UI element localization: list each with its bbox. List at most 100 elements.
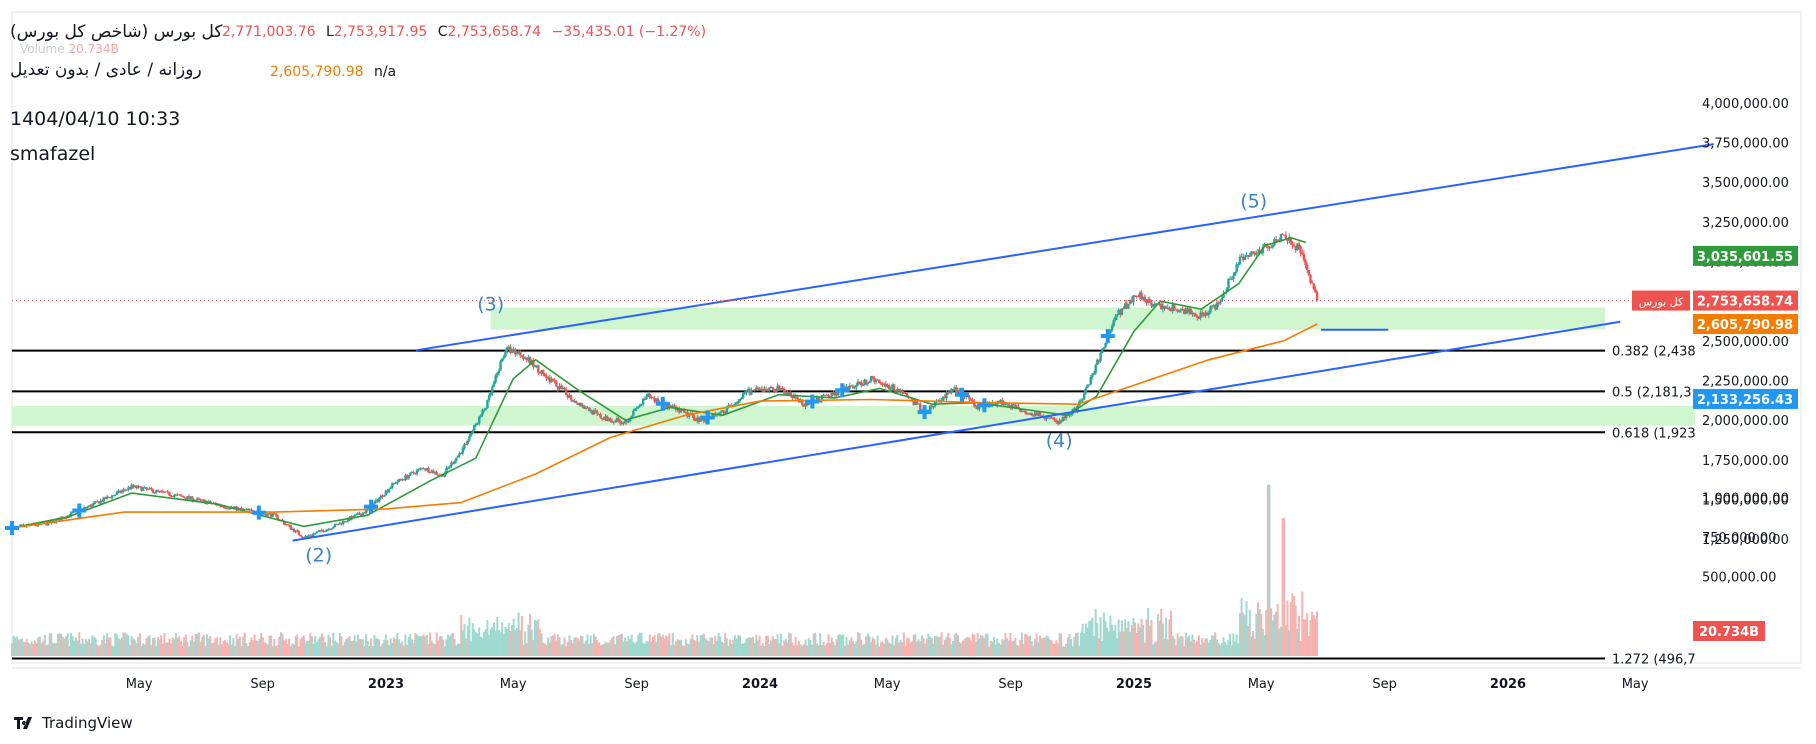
candle-body <box>209 501 212 504</box>
volume-bar <box>188 646 191 656</box>
volume-bar <box>1020 632 1023 656</box>
symbol-title[interactable]: کل بورس (شاخص کل بورس) <box>10 22 223 42</box>
buy-signal-icon <box>977 398 992 413</box>
volume-bar <box>324 642 327 656</box>
candle-body <box>445 467 448 473</box>
volume-bar <box>283 640 286 656</box>
candle-body <box>361 512 365 516</box>
candle-body <box>576 402 579 405</box>
candle-body <box>1228 278 1232 280</box>
candle-body <box>1169 309 1173 312</box>
volume-bar <box>1093 635 1096 656</box>
candle-body <box>246 509 250 511</box>
volume-bar <box>19 639 22 656</box>
volume-bar <box>1160 608 1163 656</box>
low-value: 2,753,917.95 <box>333 24 428 40</box>
volume-bar <box>432 643 435 656</box>
volume-tag-box <box>1693 621 1765 641</box>
volume-bar <box>622 641 625 656</box>
time-axis[interactable]: May Sep 2023 May Sep 2024 May Sep 2025 May Sep 2026… <box>12 667 1801 692</box>
candle-body <box>971 400 974 402</box>
candle-body <box>764 388 768 391</box>
volume-bar <box>1194 642 1197 656</box>
volume-bar <box>74 637 77 656</box>
candle-body <box>464 443 468 445</box>
candle-body <box>496 373 499 376</box>
candle-body <box>59 517 63 521</box>
volume-bar <box>155 645 158 656</box>
candle-body <box>1122 308 1125 310</box>
volume-bar <box>1209 639 1212 656</box>
candle-body <box>571 399 574 402</box>
volume-bar <box>963 639 966 656</box>
candle-body <box>620 423 624 425</box>
volume-bar <box>515 628 518 656</box>
candle-body <box>1232 275 1235 280</box>
volume-bar <box>392 637 395 656</box>
candle-body <box>141 488 145 491</box>
candle-body <box>1019 408 1022 412</box>
candle-body <box>905 393 909 397</box>
volume-bar <box>1168 619 1171 656</box>
volume-bar <box>840 635 843 656</box>
candle-body <box>364 509 368 514</box>
volume-bar <box>1065 644 1068 656</box>
candle-body <box>591 410 594 415</box>
volume-bar <box>443 646 446 656</box>
volume-bar <box>307 640 310 656</box>
candle-body <box>722 410 725 413</box>
candle-body <box>846 386 850 389</box>
volume-bar <box>406 644 409 656</box>
candle-body <box>1087 384 1091 386</box>
candle-body <box>845 386 848 389</box>
volume-bar <box>483 631 486 656</box>
price-axis[interactable]: 1,250,000.001,500,000.001,750,000.002,00… <box>1702 97 1789 586</box>
candle-body <box>250 509 253 511</box>
volume-bar <box>1199 644 1202 656</box>
candle-body <box>305 536 309 538</box>
candle-body <box>417 469 420 471</box>
volume-bar <box>847 644 850 656</box>
volume-bar <box>645 641 648 656</box>
candle-body <box>507 346 510 348</box>
volume-bar <box>396 632 399 656</box>
candle-body <box>87 505 91 507</box>
candle-body <box>107 496 110 498</box>
y-tick-label: 3,500,000.00 <box>1702 176 1789 191</box>
candle-body <box>1192 313 1196 315</box>
candle-body <box>769 387 773 389</box>
volume-bar <box>1055 640 1058 656</box>
channel-upper-line <box>415 143 1714 352</box>
tradingview-logo[interactable]: TradingView <box>14 714 133 732</box>
volume-bar <box>355 641 358 656</box>
candle-body <box>1202 314 1206 317</box>
candle-body <box>869 376 873 382</box>
candle-body <box>1233 272 1237 276</box>
candle-body <box>561 387 565 389</box>
candle-body <box>435 471 438 475</box>
volume-bar <box>938 636 941 656</box>
volume-bar <box>1176 633 1179 656</box>
volume-bar <box>822 641 825 656</box>
volume-bar <box>973 634 976 656</box>
volume-bar <box>506 628 509 656</box>
candle-body <box>148 488 151 490</box>
candle-body <box>886 385 889 387</box>
candle-body <box>1204 312 1207 317</box>
volume-bar <box>415 634 418 656</box>
volume-bar <box>1256 602 1259 656</box>
candle-body <box>109 497 112 499</box>
candle-body <box>563 387 566 390</box>
volume-bar <box>276 645 279 656</box>
volume-bar <box>912 635 915 656</box>
volume-bar <box>1291 593 1294 656</box>
volume-bar <box>315 642 318 656</box>
candle-body <box>1033 412 1037 416</box>
candle-body <box>1081 399 1084 401</box>
candle-body <box>1128 299 1132 305</box>
volume-bar <box>229 635 232 656</box>
candle-body <box>474 423 478 426</box>
candle-body <box>333 524 337 528</box>
volume-bar <box>297 646 300 656</box>
